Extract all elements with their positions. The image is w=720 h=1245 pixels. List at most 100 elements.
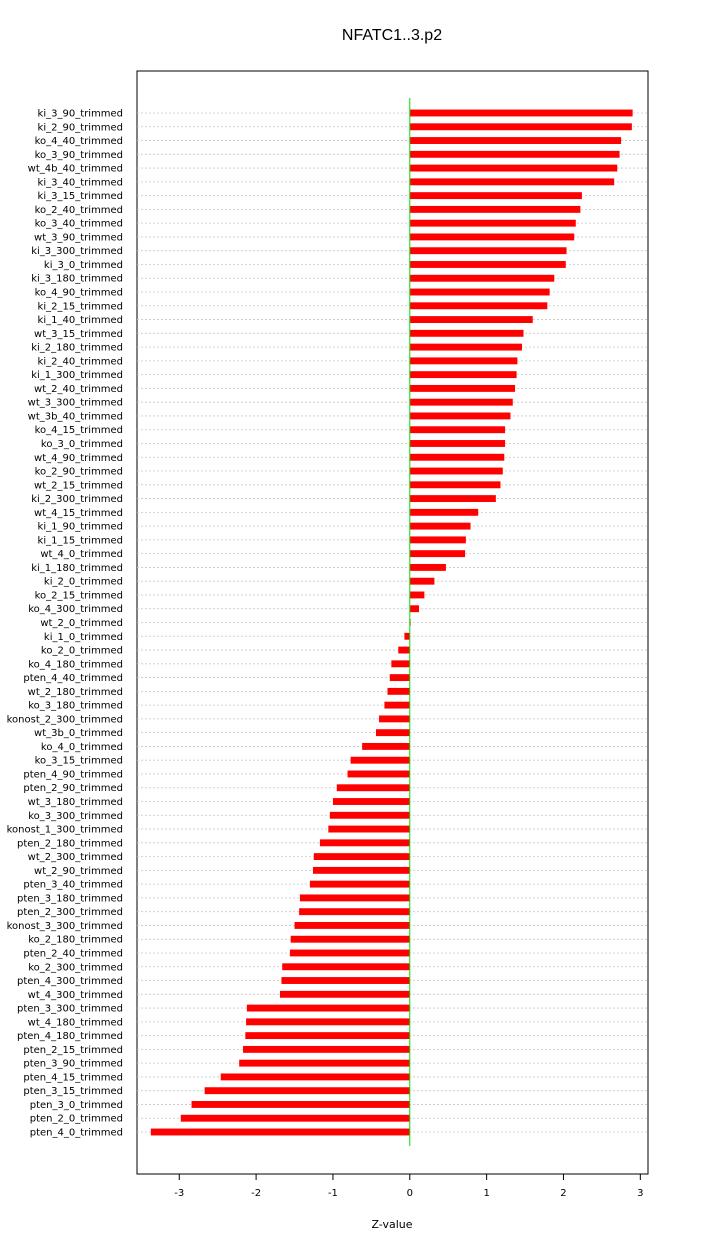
- bar: [332, 798, 410, 805]
- category-label: pten_4_0_trimmed: [30, 1128, 123, 1139]
- bar: [409, 178, 615, 186]
- bar: [409, 357, 518, 365]
- category-label: ko_2_0_trimmed: [41, 646, 123, 657]
- category-label: pten_3_90_trimmed: [23, 1059, 123, 1070]
- category-label: ki_1_90_trimmed: [38, 522, 123, 533]
- category-label: ko_4_15_trimmed: [35, 425, 123, 436]
- bar: [328, 825, 410, 833]
- category-label: konost_2_300_trimmed: [7, 714, 123, 725]
- bar: [409, 577, 435, 585]
- category-label: wt_3_180_trimmed: [28, 797, 123, 808]
- category-label: ki_1_180_trimmed: [31, 563, 123, 574]
- bar: [409, 329, 524, 337]
- category-label: pten_4_90_trimmed: [23, 769, 123, 780]
- bar: [312, 866, 410, 874]
- bar: [313, 853, 410, 861]
- category-label: ki_1_40_trimmed: [38, 315, 123, 326]
- category-label: wt_3_15_trimmed: [34, 329, 123, 340]
- category-label: wt_2_180_trimmed: [28, 687, 123, 698]
- x-tick-label: -1: [328, 1188, 338, 1199]
- bar: [239, 1059, 410, 1067]
- category-label: pten_2_0_trimmed: [30, 1114, 123, 1125]
- bar: [336, 784, 410, 792]
- bar: [409, 219, 576, 227]
- x-tick-label: -2: [251, 1188, 261, 1199]
- category-label: ki_2_90_trimmed: [38, 122, 123, 133]
- category-label: wt_2_15_trimmed: [34, 480, 123, 491]
- category-label: ko_2_300_trimmed: [28, 962, 123, 973]
- bar: [409, 550, 466, 558]
- category-label: pten_4_180_trimmed: [17, 1031, 123, 1042]
- category-label: pten_3_300_trimmed: [17, 1004, 123, 1015]
- category-label: pten_3_40_trimmed: [23, 880, 123, 891]
- category-label: pten_2_180_trimmed: [17, 838, 123, 849]
- bar: [409, 453, 505, 461]
- bar: [409, 591, 425, 599]
- bar: [409, 563, 446, 571]
- bar: [246, 1018, 410, 1026]
- category-label: wt_4b_40_trimmed: [28, 164, 123, 175]
- bar: [409, 109, 633, 117]
- category-label: ko_3_300_trimmed: [28, 811, 123, 822]
- x-axis-label: Z-value: [371, 1218, 412, 1231]
- bar: [409, 481, 501, 489]
- category-label: pten_3_15_trimmed: [23, 1086, 123, 1097]
- bar: [409, 508, 479, 516]
- category-label: ko_3_90_trimmed: [35, 150, 123, 161]
- category-label: ko_2_90_trimmed: [35, 467, 123, 478]
- category-label: wt_4_15_trimmed: [34, 508, 123, 519]
- bar: [243, 1045, 410, 1053]
- bar: [290, 935, 410, 943]
- category-label: ki_3_300_trimmed: [31, 246, 123, 257]
- bar: [409, 137, 622, 144]
- category-label: konost_3_300_trimmed: [7, 921, 123, 932]
- category-label: ko_3_15_trimmed: [35, 756, 123, 767]
- category-label: ko_3_0_trimmed: [41, 439, 123, 450]
- category-label: ki_3_15_trimmed: [38, 191, 123, 202]
- bar: [281, 977, 410, 984]
- bar: [309, 880, 410, 888]
- bar: [289, 949, 410, 957]
- category-label: ko_4_180_trimmed: [28, 659, 123, 670]
- category-label: wt_4_300_trimmed: [28, 990, 123, 1001]
- bars: [150, 109, 633, 1136]
- category-label: wt_2_0_trimmed: [40, 618, 123, 629]
- category-label: wt_3_300_trimmed: [28, 398, 123, 409]
- bar: [398, 646, 410, 654]
- category-label: ko_4_40_trimmed: [35, 136, 123, 147]
- x-tick-label: 2: [560, 1188, 566, 1199]
- bar: [329, 811, 410, 819]
- bar: [409, 274, 555, 282]
- bar: [409, 398, 513, 406]
- bar: [409, 164, 618, 172]
- bar: [387, 687, 410, 695]
- category-label: pten_2_90_trimmed: [23, 783, 123, 794]
- bar: [282, 963, 410, 971]
- bar: [409, 605, 420, 613]
- category-label: pten_2_300_trimmed: [17, 907, 123, 918]
- bar: [409, 522, 471, 530]
- bar: [409, 233, 575, 241]
- chart-title: NFATC1..3.p2: [342, 27, 442, 44]
- bar: [409, 384, 516, 392]
- bar: [409, 150, 620, 158]
- category-label: wt_4_180_trimmed: [28, 1017, 123, 1028]
- category-label: ki_3_0_trimmed: [44, 260, 123, 271]
- category-label: ki_3_40_trimmed: [38, 177, 123, 188]
- bar: [409, 302, 548, 310]
- bar: [220, 1073, 410, 1081]
- category-label: ko_4_300_trimmed: [28, 604, 123, 615]
- bar: [299, 894, 410, 902]
- bar: [191, 1101, 410, 1108]
- bar: [409, 440, 506, 447]
- bar: [409, 205, 581, 213]
- category-label: ki_1_300_trimmed: [31, 370, 123, 381]
- bar: [389, 674, 410, 682]
- bar: [299, 908, 410, 916]
- bar: [409, 316, 533, 323]
- category-label: wt_3_90_trimmed: [34, 232, 123, 243]
- x-tick-label: -3: [174, 1188, 184, 1199]
- category-label: pten_4_40_trimmed: [23, 673, 123, 684]
- category-label: wt_2_40_trimmed: [34, 384, 123, 395]
- category-label: wt_2_300_trimmed: [28, 852, 123, 863]
